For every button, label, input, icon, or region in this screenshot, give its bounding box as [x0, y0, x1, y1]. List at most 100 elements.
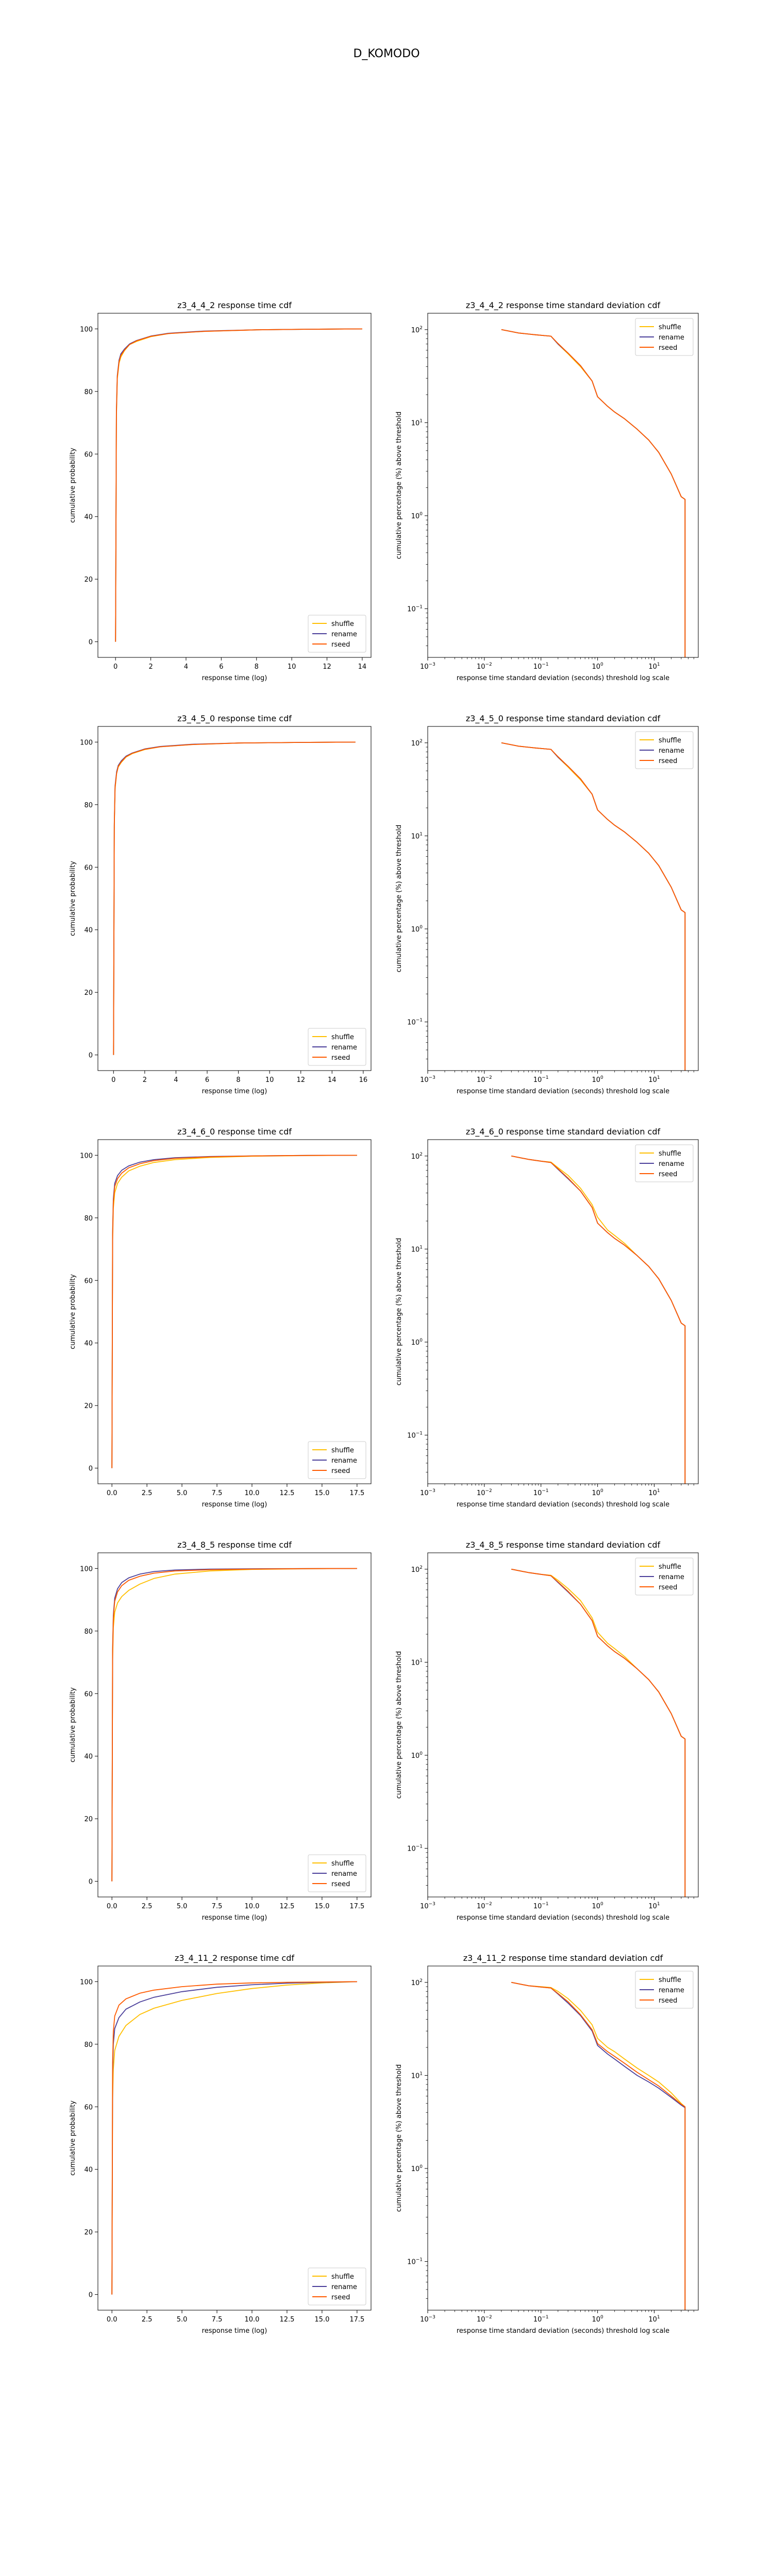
- x-tick-label: 15.0: [314, 2316, 329, 2324]
- y-tick-label: 10−1: [407, 1431, 423, 1440]
- y-axis-label: cumulative probability: [69, 1274, 77, 1349]
- y-tick-label: 102: [411, 1152, 423, 1161]
- x-tick-label: 10−3: [420, 2315, 435, 2324]
- x-tick-label: 5.0: [177, 1489, 188, 1497]
- x-tick-label: 101: [648, 1075, 660, 1084]
- y-axis-label: cumulative percentage (%) above threshol…: [395, 1238, 403, 1385]
- y-axis-label: cumulative probability: [69, 2100, 77, 2176]
- legend-label-rename: rename: [659, 1160, 684, 1168]
- legend-label-rseed: rseed: [331, 1467, 350, 1475]
- x-tick-label: 16: [359, 1076, 368, 1084]
- subplot-title: z3_4_4_2 response time cdf: [177, 300, 292, 311]
- x-tick-label: 12.5: [279, 1489, 294, 1497]
- subplot-title: z3_4_5_0 response time standard deviatio…: [466, 714, 661, 724]
- x-tick-label: 2.5: [142, 2316, 153, 2324]
- x-tick-label: 17.5: [349, 1489, 364, 1497]
- axes-frame: [427, 313, 699, 658]
- legend-label-shuffle: shuffle: [331, 620, 354, 628]
- y-tick-label: 80: [84, 1628, 93, 1636]
- x-tick-label: 17.5: [349, 2316, 364, 2324]
- series-group: [115, 328, 362, 642]
- series-group: [501, 329, 686, 657]
- x-tick-label: 0.0: [107, 2316, 117, 2324]
- y-tick-label: 101: [411, 2071, 423, 2080]
- x-tick-label: 5.0: [177, 1903, 188, 1910]
- x-tick-label: 101: [648, 2315, 660, 2324]
- subplot-2: 10−3 10−2 10−1 100 101 10−1 100 101 102 z3_4_4_2 …: [395, 300, 699, 682]
- x-tick-label: 8: [255, 663, 259, 671]
- y-tick-label: 101: [411, 1245, 423, 1253]
- x-tick-label: 101: [648, 1902, 660, 1910]
- x-tick-label: 100: [592, 1488, 603, 1497]
- x-tick-label: 10−2: [477, 1488, 492, 1497]
- legend-label-shuffle: shuffle: [659, 1976, 681, 1984]
- axes-frame: [97, 726, 372, 1071]
- series-line-rseed: [501, 742, 686, 1071]
- legend: shuffle rename rseed: [308, 1441, 366, 1479]
- x-axis-label: response time (log): [202, 1501, 267, 1509]
- legend-box: [635, 1144, 694, 1182]
- legend-label-rseed: rseed: [331, 1054, 350, 1062]
- x-tick-label: 101: [648, 1488, 660, 1497]
- y-tick-label: 100: [80, 1978, 93, 1986]
- y-tick-label: 80: [84, 802, 93, 809]
- y-tick-label: 40: [84, 1753, 93, 1761]
- series-group: [511, 1155, 686, 1484]
- legend-label-rename: rename: [659, 334, 684, 342]
- x-tick-label: 4: [174, 1076, 178, 1084]
- y-tick-label: 10−1: [407, 605, 423, 614]
- plot-area: [428, 313, 698, 657]
- subplot-title: z3_4_5_0 response time cdf: [177, 714, 292, 724]
- x-tick-label: 7.5: [212, 1903, 223, 1910]
- subplot-title: z3_4_11_2 response time standard deviati…: [463, 1953, 663, 1963]
- x-tick-label: 0.0: [107, 1903, 117, 1910]
- x-tick-label: 10−2: [477, 1075, 492, 1084]
- y-tick-label: 102: [411, 1565, 423, 1574]
- series-line-shuffle: [111, 1981, 357, 2295]
- subplot-title: z3_4_11_2 response time cdf: [175, 1953, 294, 1963]
- y-tick-label: 40: [84, 2166, 93, 2174]
- y-tick-label: 20: [84, 576, 93, 584]
- x-tick-label: 15.0: [314, 1903, 329, 1910]
- series-group: [111, 1155, 357, 1468]
- x-axis-label: response time standard deviation (second…: [457, 1914, 669, 1922]
- y-tick-label: 40: [84, 927, 93, 935]
- x-tick-label: 7.5: [212, 2316, 223, 2324]
- axes-frame: [427, 1552, 699, 1897]
- axes-frame: [427, 1965, 699, 2311]
- legend-label-shuffle: shuffle: [659, 324, 681, 331]
- y-tick-label: 60: [84, 451, 93, 459]
- y-tick-label: 60: [84, 1277, 93, 1285]
- subplot-5: 0.0 2.5 5.0 7.5 10.0 12.5 15.0 17.5 0 20 40 60 80 100…: [69, 1127, 372, 1509]
- x-tick-label: 100: [592, 1902, 603, 1910]
- y-tick-label: 60: [84, 864, 93, 872]
- x-tick-label: 10−3: [420, 662, 435, 671]
- subplot-title: z3_4_6_0 response time cdf: [177, 1127, 292, 1137]
- plot-area: [98, 726, 371, 1071]
- x-tick-label: 100: [592, 662, 603, 671]
- legend-box: [308, 1854, 366, 1892]
- legend: shuffle rename rseed: [308, 2267, 366, 2306]
- plot-area: [98, 1553, 371, 1897]
- x-tick-label: 10.0: [244, 1903, 259, 1910]
- x-axis-label: response time (log): [202, 1914, 267, 1922]
- x-tick-label: 0: [111, 1076, 115, 1084]
- legend-label-rseed: rseed: [659, 1997, 677, 2005]
- y-tick-label: 80: [84, 388, 93, 396]
- x-tick-label: 17.5: [349, 1903, 364, 1910]
- subplot-10: 10−3 10−2 10−1 100 101 10−1 100 101 102 z3_4_11_2…: [395, 1953, 699, 2335]
- x-tick-label: 8: [236, 1076, 240, 1084]
- x-axis-label: response time (log): [202, 674, 267, 682]
- series-group: [113, 741, 356, 1055]
- y-tick-label: 60: [84, 1690, 93, 1698]
- y-tick-label: 100: [80, 739, 93, 747]
- legend: shuffle rename rseed: [308, 615, 366, 653]
- subplot-3: 0 2 4 6 8 10 12 14 16 0 20 40 60 80 100 z3_4_5_0 respon…: [69, 714, 372, 1095]
- x-tick-label: 10−2: [477, 662, 492, 671]
- legend-label-shuffle: shuffle: [659, 1563, 681, 1571]
- x-tick-label: 10−2: [477, 1902, 492, 1910]
- plot-area: [428, 1553, 698, 1897]
- y-tick-label: 10−1: [407, 1844, 423, 1853]
- legend: shuffle rename rseed: [635, 1557, 694, 1596]
